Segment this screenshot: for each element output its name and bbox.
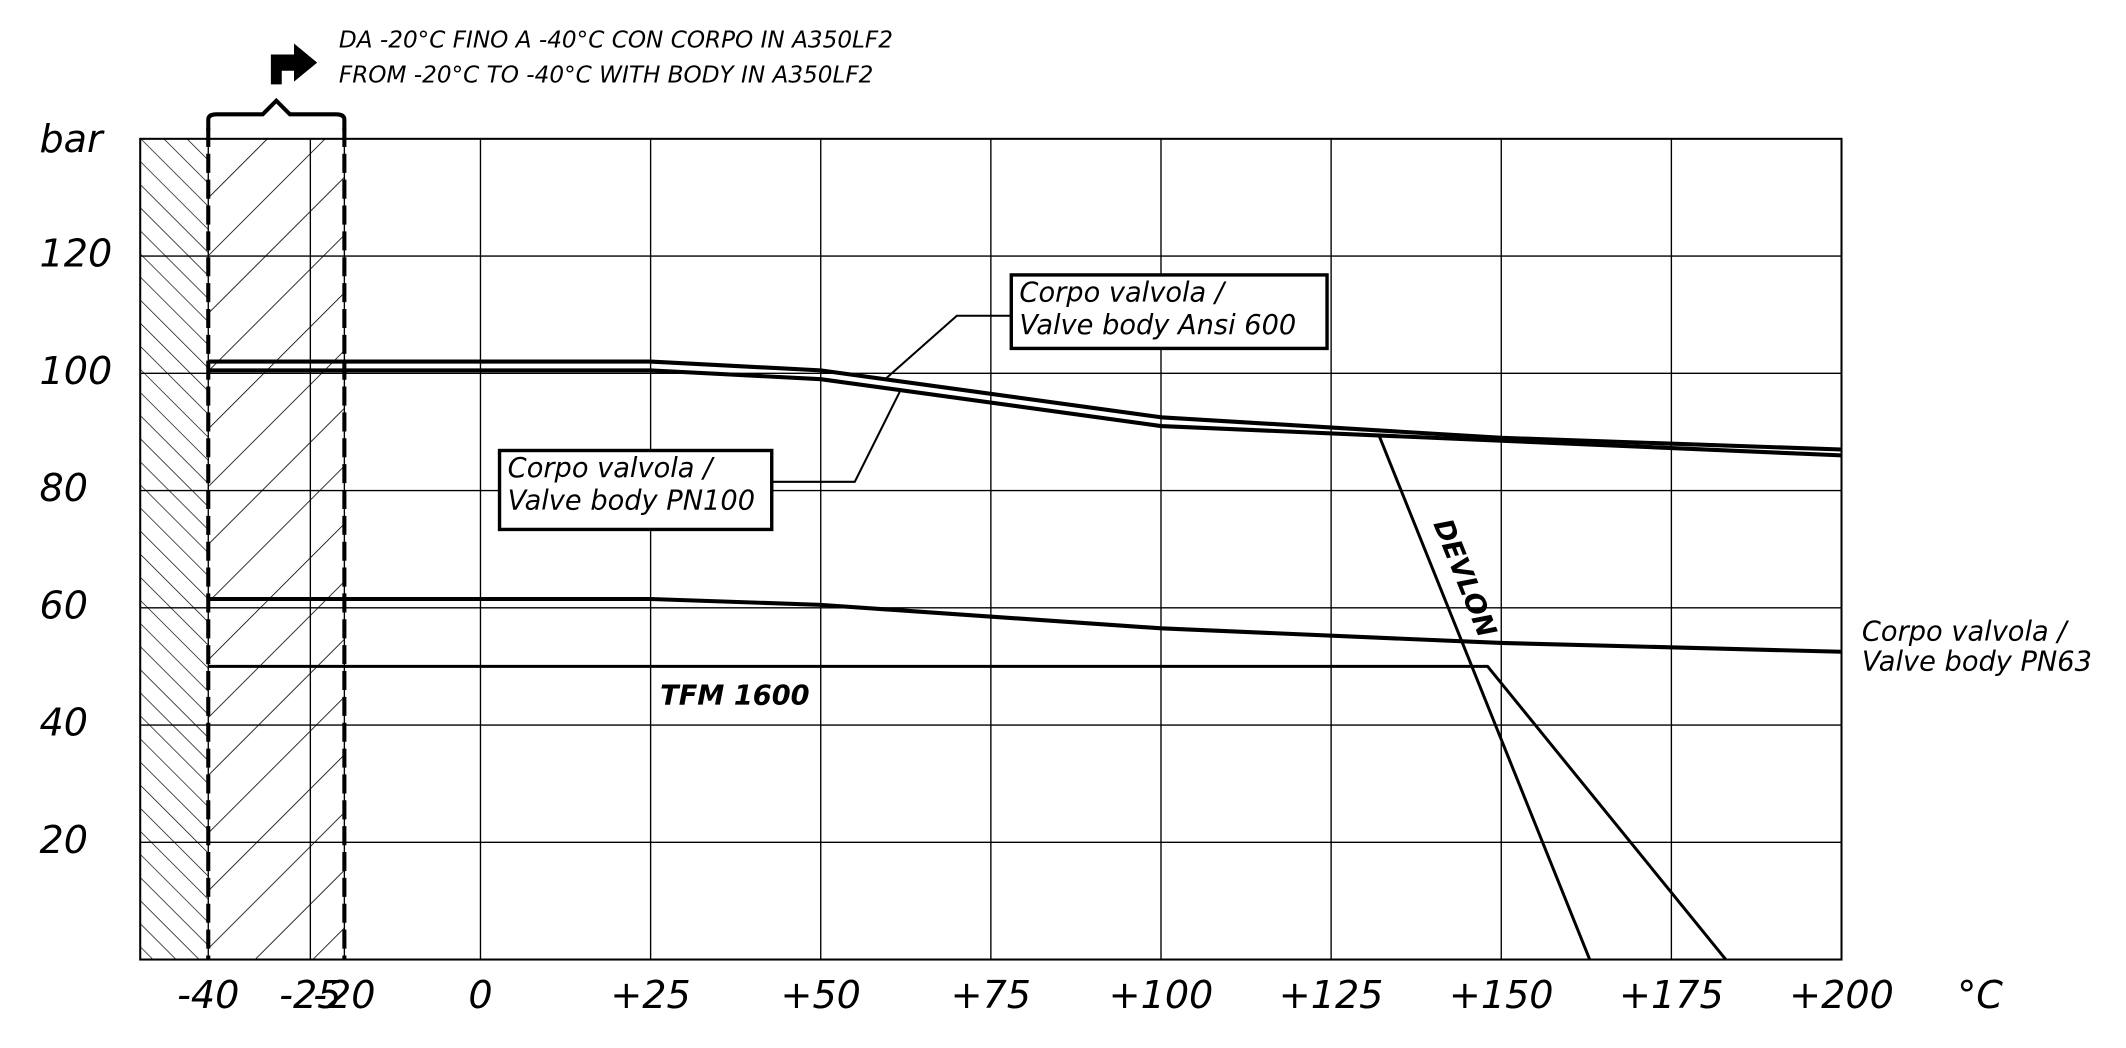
leader-line — [771, 391, 901, 483]
y-tick-label: 80 — [39, 466, 87, 510]
hatch-region — [140, 138, 209, 960]
series-label: Valve body Ansi 600 — [1019, 310, 1296, 341]
range-brace — [206, 97, 347, 131]
series-label: Valve body PN100 — [508, 486, 755, 517]
annotation: FROM -20°C TO -40°C WITH BODY IN A350LF2 — [339, 63, 873, 89]
x-tick-label: +50 — [781, 973, 861, 1017]
series-line — [208, 359, 1842, 452]
series-line — [1377, 434, 1592, 961]
leader-line — [885, 314, 1012, 380]
series-label: Corpo valvola / — [508, 453, 715, 484]
y-tick-label: 100 — [39, 349, 112, 393]
x-tick-label: -40 — [177, 973, 239, 1017]
series-label: Corpo valvola / — [1019, 277, 1226, 308]
y-axis-label: bar — [39, 117, 105, 161]
series-label: TFM 1600 — [660, 680, 809, 711]
hatch-region — [208, 138, 345, 960]
y-tick-label: 60 — [39, 583, 87, 627]
series-label: Corpo valvola / — [1862, 616, 2069, 647]
series-line — [208, 368, 1842, 458]
x-tick-label: +25 — [610, 973, 690, 1017]
y-tick-label: 20 — [39, 818, 87, 862]
background-layer — [139, 137, 1843, 961]
y-tick-label: 120 — [39, 232, 112, 276]
x-tick-label: -20 — [313, 973, 375, 1017]
plot-frame — [139, 137, 1843, 961]
x-tick-label: +175 — [1619, 973, 1724, 1017]
series-line — [208, 596, 1842, 654]
x-tick-label: +100 — [1109, 973, 1214, 1017]
label-box — [1009, 273, 1329, 351]
x-tick-label: +125 — [1279, 973, 1384, 1017]
x-tick-label: -25 — [279, 973, 341, 1017]
x-tick-label: 0 — [468, 973, 492, 1017]
label-box — [497, 448, 774, 532]
x-tick-label: +150 — [1449, 973, 1554, 1017]
annotation: DA -20°C FINO A -40°C CON CORPO IN A350L… — [339, 27, 893, 53]
x-axis-label: °C — [1957, 973, 2003, 1017]
x-tick-label: +200 — [1789, 973, 1894, 1017]
x-tick-label: +75 — [951, 973, 1031, 1017]
series-line — [208, 664, 1727, 961]
y-tick-label: 40 — [39, 701, 87, 745]
arrow-icon — [270, 43, 318, 85]
series-label: Valve body PN63 — [1862, 646, 2092, 677]
